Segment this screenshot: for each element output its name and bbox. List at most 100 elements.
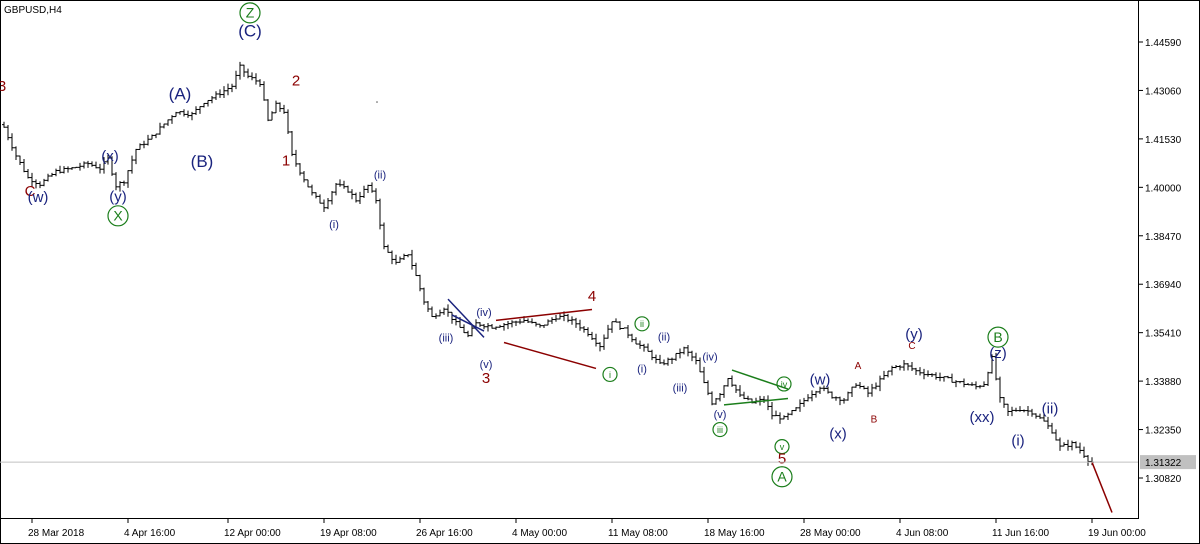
wave-label: A (771, 466, 793, 488)
price-bar (826, 386, 830, 394)
wave-label-text: Z (246, 5, 255, 21)
wave-label-text: v (780, 442, 785, 452)
price-bar (702, 366, 706, 384)
price-bar (230, 83, 234, 93)
price-bar (542, 324, 546, 328)
price-bar (342, 180, 346, 189)
price-bar (814, 390, 818, 398)
price-tick-label: 1.33880 (1145, 377, 1182, 388)
price-bar (138, 143, 142, 150)
price-bar (938, 372, 942, 382)
price-bar (882, 370, 886, 380)
price-bar (594, 333, 598, 347)
wave-label-text: i (609, 370, 611, 380)
wave-label: (i) (329, 219, 339, 231)
wave-label-text: (z) (989, 345, 1007, 362)
wave-label-text: (A) (169, 84, 192, 103)
wave-label: X (107, 205, 129, 227)
trend-line (731, 369, 789, 390)
price-bar (818, 386, 822, 395)
price-bar (514, 320, 518, 326)
price-bar (986, 371, 990, 386)
wave-label: (ii) (658, 332, 670, 344)
price-bar (482, 323, 486, 330)
price-bar (854, 383, 858, 388)
wave-label: (y) (905, 326, 923, 343)
price-bar (302, 171, 306, 183)
time-tick-label: 18 May 16:00 (704, 528, 765, 539)
price-bar (414, 262, 418, 277)
price-tick-label: 1.35410 (1145, 329, 1182, 340)
price-bar (426, 300, 430, 312)
wave-label: v (774, 439, 790, 455)
wave-label: (B) (191, 152, 214, 171)
price-bar (1030, 408, 1034, 417)
price-bar (878, 375, 882, 392)
price-bar (326, 198, 330, 210)
price-bar (686, 344, 690, 357)
price-bar (210, 95, 214, 104)
price-bar (282, 104, 286, 114)
price-bar (186, 110, 190, 118)
price-bar (250, 72, 254, 81)
wave-label: (iv) (476, 307, 491, 319)
price-bar (510, 320, 514, 328)
price-bar (1014, 407, 1018, 412)
price-bar (218, 89, 222, 98)
price-bar (942, 376, 946, 382)
price-bar (1026, 406, 1030, 416)
price-bar (502, 323, 506, 331)
price-bar (978, 384, 982, 389)
wave-label-text: (iv) (702, 352, 717, 364)
price-bar (1054, 429, 1058, 441)
price-bar (730, 375, 734, 387)
price-bar (798, 399, 802, 412)
price-bar (370, 182, 374, 193)
price-bar (298, 163, 302, 176)
wave-label: 4 (588, 288, 596, 305)
price-bar (918, 367, 922, 376)
time-tick-label: 11 May 08:00 (608, 528, 668, 539)
price-tick-label: 1.43060 (1145, 86, 1182, 97)
wave-label-text: 4 (588, 288, 596, 305)
price-bar (642, 343, 646, 352)
wave-label-text: (w) (28, 189, 49, 206)
price-bar (54, 168, 58, 177)
price-bar (1074, 441, 1078, 449)
price-bar (314, 192, 318, 199)
price-bar (94, 161, 98, 169)
price-bar (970, 382, 974, 386)
wave-label: ii (634, 316, 650, 332)
price-bar (394, 254, 398, 265)
price-bar (38, 181, 42, 189)
price-bar (442, 307, 446, 315)
price-bar (962, 378, 966, 388)
price-bar (42, 178, 46, 187)
wave-label: Z (239, 2, 261, 24)
price-bar (926, 370, 930, 377)
wave-label: (C) (238, 21, 262, 40)
price-bar (494, 326, 498, 330)
price-bar (322, 199, 326, 213)
price-bar (150, 134, 154, 140)
price-bar (358, 191, 362, 204)
wave-label-text: (v) (714, 409, 727, 421)
wave-label: (iii) (439, 332, 454, 344)
wave-label-text: 1 (282, 152, 290, 169)
price-bar (354, 192, 358, 203)
price-bar (486, 323, 490, 332)
price-bar (894, 365, 898, 369)
price-bar (1086, 454, 1090, 466)
wave-label: (y) (109, 188, 127, 205)
price-bar (530, 318, 534, 324)
price-bar (830, 391, 834, 399)
wave-label: B (871, 414, 878, 425)
price-bar (126, 170, 130, 188)
price-bar (214, 91, 218, 100)
price-bar (998, 376, 1002, 403)
wave-labels: 3C(w)(x)(y)X(A)(B)Z(C)21(i)(ii)(iii)(iv)… (0, 2, 1058, 488)
wave-label: B (987, 326, 1009, 348)
price-bar (234, 70, 238, 90)
price-bar (850, 386, 854, 397)
wave-label-text: (iv) (476, 307, 491, 319)
